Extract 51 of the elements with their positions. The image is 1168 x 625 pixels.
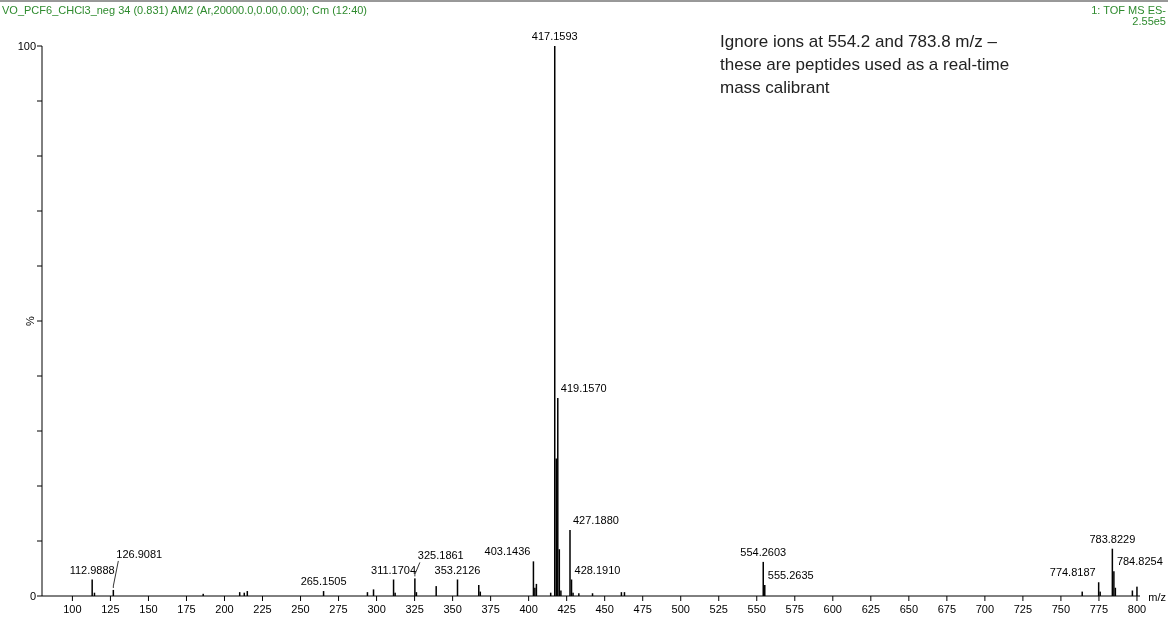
x-tick-label: 150 bbox=[139, 603, 158, 615]
x-tick-label: 575 bbox=[785, 603, 804, 615]
x-tick-label: 500 bbox=[671, 603, 690, 615]
x-tick-label: 725 bbox=[1013, 603, 1033, 615]
annotation: 419.1570 bbox=[560, 382, 607, 394]
chart-subtitle: 1: TOF MS ES- 2.55e5 bbox=[1091, 4, 1167, 27]
annotation: 126.9081 bbox=[116, 547, 163, 560]
x-tick-label: 250 bbox=[291, 603, 310, 615]
x-tick-label: 675 bbox=[937, 603, 957, 615]
x-tick-label: 175 bbox=[177, 603, 196, 615]
y-axis-title: % bbox=[24, 315, 36, 326]
x-tick-label: 325 bbox=[405, 603, 424, 615]
x-axis-title: m/z bbox=[1148, 591, 1166, 603]
annotation: 428.1910 bbox=[574, 563, 621, 576]
annotation: 325.1861 bbox=[417, 549, 464, 562]
x-tick-label: 750 bbox=[1051, 603, 1071, 615]
annotation: 555.2635 bbox=[767, 569, 814, 581]
x-tick-label: 550 bbox=[747, 603, 766, 615]
x-tick-label: 350 bbox=[443, 603, 462, 615]
x-tick-label: 625 bbox=[861, 603, 880, 615]
annotation: 427.1880 bbox=[573, 514, 619, 526]
x-tick-label: 450 bbox=[595, 603, 614, 615]
annotation: 554.2603 bbox=[740, 545, 787, 558]
x-tick-label: 700 bbox=[975, 603, 995, 615]
x-tick-label: 775 bbox=[1089, 603, 1109, 615]
annotation: 311.1704 bbox=[371, 563, 417, 576]
annotation: 417.1593 bbox=[531, 30, 578, 42]
annotation: 112.9888 bbox=[69, 563, 115, 576]
x-tick-label: 800 bbox=[1127, 603, 1147, 615]
annotation: 403.1436 bbox=[484, 545, 531, 558]
x-tick-label: 125 bbox=[101, 603, 120, 615]
chart-title: VO_PCF6_CHCl3_neg 34 (0.831) AM2 (Ar,20000.0,0.00,0.00); Cm (12:40) bbox=[2, 4, 368, 16]
annotation: 353.2126 bbox=[434, 563, 481, 576]
annotation: Ignore ions at 554.2 and 783.8 m/z – these are peptides used as a real-time mass calibrant bbox=[720, 32, 1010, 97]
x-tick-label: 525 bbox=[709, 603, 728, 615]
x-tick-label: 475 bbox=[633, 603, 652, 615]
x-tick-label: 100 bbox=[63, 603, 82, 615]
x-tick-label: 225 bbox=[253, 603, 272, 615]
annotation: 784.8254 bbox=[1116, 555, 1163, 568]
x-tick-label: 400 bbox=[519, 603, 538, 615]
annotation: 783.8229 bbox=[1089, 532, 1136, 545]
y-tick-label: 0 bbox=[29, 590, 36, 602]
annotation: 774.8187 bbox=[1049, 566, 1096, 579]
x-tick-label: 600 bbox=[823, 603, 842, 615]
x-tick-label: 425 bbox=[557, 603, 576, 615]
x-tick-label: 275 bbox=[329, 603, 348, 615]
x-tick-label: 200 bbox=[215, 603, 234, 615]
x-tick-label: 300 bbox=[367, 603, 386, 615]
annotation: 265.1505 bbox=[300, 575, 347, 588]
x-tick-label: 375 bbox=[481, 603, 500, 615]
x-tick-label: 650 bbox=[899, 603, 919, 615]
